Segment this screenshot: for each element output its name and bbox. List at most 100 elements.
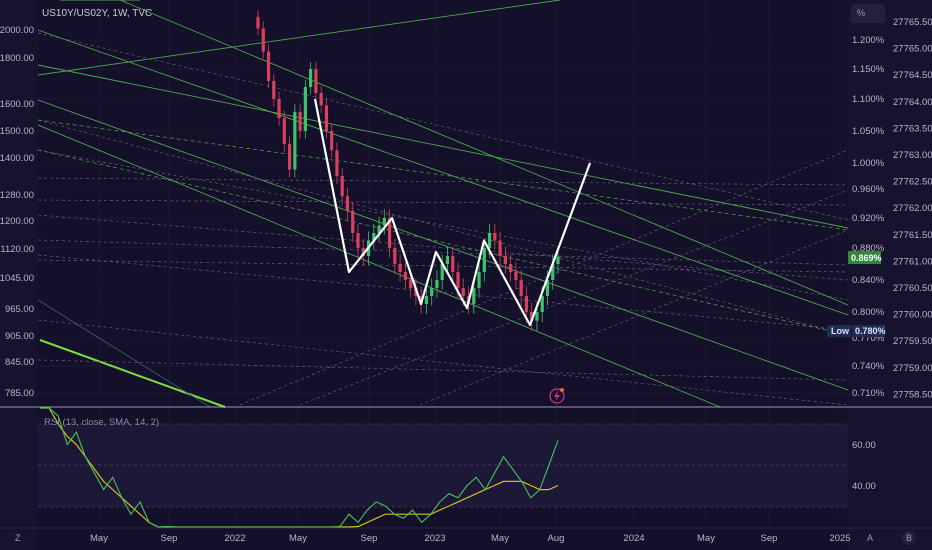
left-scale-background — [0, 0, 38, 550]
left-scale-label: 905.00 — [5, 331, 34, 342]
channel-line-dashed — [37, 319, 849, 406]
left-scale-label: 785.00 — [5, 388, 34, 399]
channel-line — [37, 29, 849, 316]
far-right-scale-label: 27759.00 — [893, 363, 932, 374]
channel-line-bright — [39, 339, 226, 408]
time-axis-label: Sep — [361, 533, 378, 544]
far-right-scale-label: 27760.50 — [893, 283, 932, 294]
left-scale-label: 1800.00 — [0, 53, 34, 64]
candle-body — [377, 225, 381, 233]
far-right-scale-label: 27765.00 — [893, 44, 932, 55]
time-axis-label: 2022 — [224, 533, 245, 544]
left-scale-label: 1400.00 — [0, 153, 34, 164]
far-right-scale-label: 27763.50 — [893, 123, 932, 134]
candle-body — [340, 176, 344, 197]
time-axis-label: Sep — [161, 533, 178, 544]
right-scale-label: 0.770% — [852, 333, 885, 344]
right-scale-label: 0.920% — [852, 213, 885, 224]
candle-body — [356, 233, 360, 248]
left-price-scale[interactable]: 2000.00 1800.00 1600.00 1500.00 1400.00 1280.… — [0, 25, 34, 399]
time-axis-label: May — [90, 533, 108, 544]
candle-body — [461, 288, 465, 296]
channel-line — [37, 99, 849, 391]
unit-button[interactable] — [851, 4, 885, 23]
channel-line-dashed-green — [37, 119, 849, 231]
right-scale-label: 0.800% — [852, 307, 885, 318]
secondary-price-scale[interactable]: 27765.50 27765.00 27764.50 27764.00 27763.50… — [893, 17, 932, 400]
channel-line-dashed-green — [37, 149, 849, 336]
candle-body — [514, 272, 518, 280]
candle-body — [556, 256, 560, 264]
candle-body — [335, 150, 339, 176]
left-scale-label: 1120.00 — [0, 244, 34, 255]
candle-body — [551, 264, 555, 280]
candle-body — [319, 93, 323, 106]
time-axis[interactable]: May Sep 2022 May Sep 2023 May Aug 2024 May Sep 2025 — [90, 533, 851, 544]
far-right-scale-label: 27762.50 — [893, 177, 932, 188]
candle-body — [287, 143, 292, 170]
candle-body — [545, 280, 550, 296]
candle-body — [493, 233, 497, 241]
left-scale-label: 1045.00 — [0, 273, 34, 284]
candle-body — [282, 118, 286, 144]
time-axis-label: 2023 — [424, 533, 445, 544]
candle-body — [261, 28, 265, 52]
rsi-band — [38, 424, 848, 507]
candle-body — [477, 272, 481, 288]
current-price-tag — [848, 251, 881, 264]
right-scale-label: 0.880% — [852, 243, 885, 254]
left-scale-label: 1600.00 — [0, 99, 34, 110]
candle-body — [398, 264, 402, 272]
channel-line-dashed — [37, 32, 849, 221]
percent-price-scale[interactable]: 1.200% 1.150% 1.100% 1.050% 1.000% 0.960% 0.92… — [852, 35, 885, 399]
channel-line-dashed — [419, 229, 849, 406]
right-scale-label: 1.150% — [852, 64, 885, 75]
right-scale-background — [848, 0, 932, 550]
channel-line-blue — [37, 299, 211, 408]
candle-body — [456, 272, 460, 288]
candle-body — [509, 264, 513, 272]
candle-body — [524, 296, 529, 312]
left-scale-label: 965.00 — [5, 304, 34, 315]
candle-body — [382, 218, 386, 226]
rsi-label: RSI (13, close, SMA, 14, 2) — [44, 417, 159, 428]
candle-body — [482, 248, 486, 272]
zoom-button[interactable]: Z — [15, 533, 21, 543]
candle-body — [430, 288, 434, 296]
candle-body — [403, 272, 407, 280]
b-button[interactable]: B — [906, 533, 912, 543]
candle-body — [309, 69, 313, 87]
far-right-scale-label: 27762.00 — [893, 203, 932, 214]
time-axis-label: May — [289, 533, 307, 544]
channel-line — [37, 64, 849, 229]
time-axis-label: May — [491, 533, 509, 544]
candle-body — [303, 87, 307, 131]
channel-line-dashed — [37, 149, 849, 301]
candle-body — [293, 111, 297, 170]
candle-body — [372, 233, 376, 241]
trend-channels — [37, 0, 849, 408]
candle-body — [272, 81, 276, 99]
candle-body — [519, 280, 523, 296]
rsi-line — [40, 407, 559, 528]
candle-body — [298, 111, 302, 131]
far-right-scale-label: 27759.50 — [893, 336, 932, 347]
time-axis-label: 2024 — [623, 533, 644, 544]
far-right-scale-label: 27764.50 — [893, 70, 932, 81]
candle-body — [487, 233, 492, 248]
candle-body — [435, 280, 439, 288]
candle-body — [266, 51, 271, 81]
channel-line-dashed — [299, 189, 849, 406]
right-scale-label: 1.050% — [852, 126, 885, 137]
time-axis-label: 2025 — [829, 533, 850, 544]
b-button-bg[interactable] — [902, 531, 916, 545]
auto-scale-button[interactable]: A — [867, 533, 873, 543]
time-axis-label: Sep — [761, 533, 778, 544]
left-scale-label: 2000.00 — [0, 25, 34, 36]
lightning-alert-icon[interactable] — [549, 388, 565, 404]
right-scale-label: 0.710% — [852, 388, 885, 399]
symbol-title: US10Y/US02Y, 1W, TVC — [42, 8, 152, 19]
left-scale-label: 1500.00 — [0, 126, 34, 137]
zigzag-line — [313, 98, 592, 327]
